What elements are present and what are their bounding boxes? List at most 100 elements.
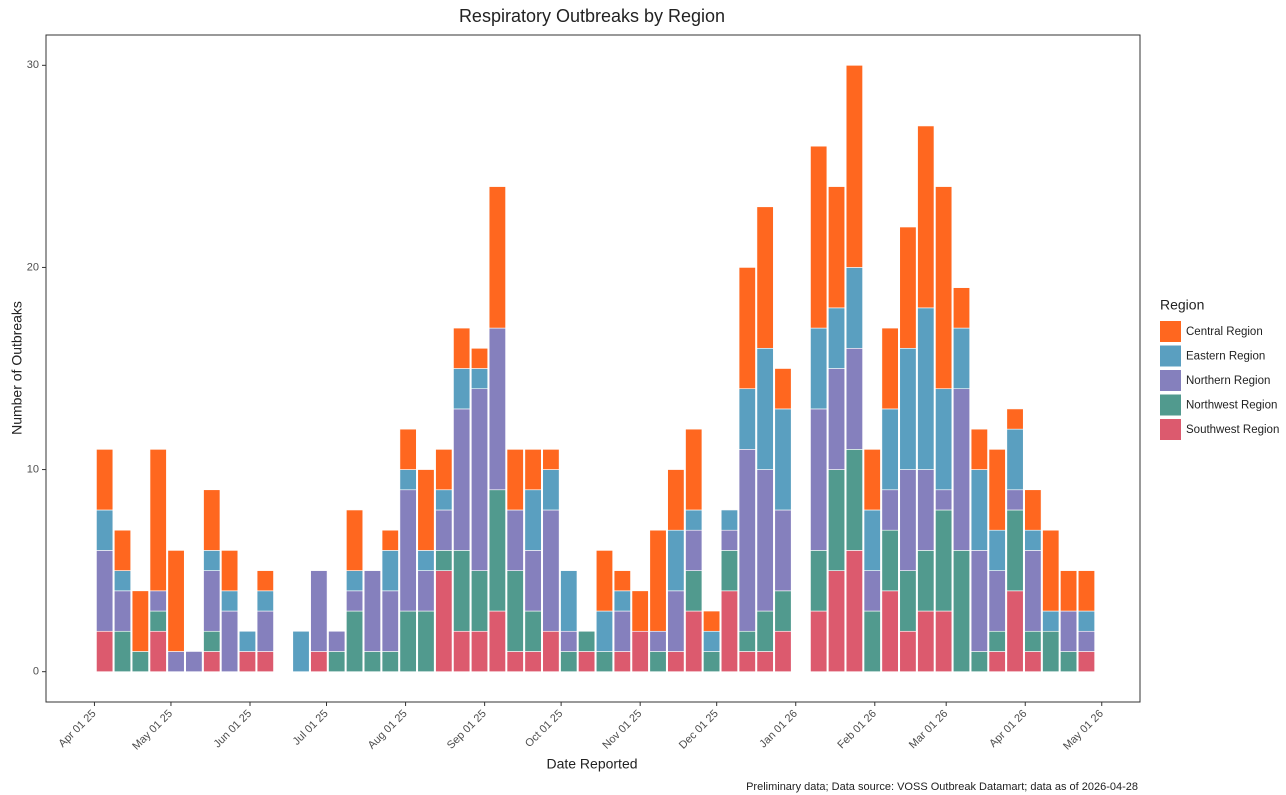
bar-segment (506, 651, 524, 672)
bar-segment (988, 449, 1006, 531)
bar-segment (221, 550, 239, 592)
bar-segment (310, 651, 328, 672)
bar-segment (917, 307, 935, 470)
bar-segment (828, 307, 846, 369)
bar-segment (435, 449, 453, 491)
bar-segment (828, 570, 846, 672)
bar-segment (506, 449, 524, 511)
bar-segment (203, 630, 221, 652)
bar-segment (685, 570, 703, 612)
bar-segment (488, 610, 506, 672)
bar-segment (506, 509, 524, 571)
bar-segment (328, 630, 346, 652)
bar-segment (881, 327, 899, 410)
plot-border (45, 34, 1141, 703)
bar-segment (756, 347, 774, 470)
bar-segment (1006, 590, 1024, 672)
legend-label: Northern Region (1186, 375, 1270, 387)
legend-label: Eastern Region (1186, 351, 1265, 363)
bar-segment (435, 509, 453, 551)
x-tick-label: Mar 01 26 (907, 708, 951, 752)
x-tick-label: Oct 01 25 (523, 708, 565, 750)
bar-segment (863, 570, 881, 612)
bar-segment (774, 509, 792, 592)
bar-segment (471, 570, 489, 632)
bar-segment (399, 428, 417, 470)
bar-segment (613, 590, 631, 612)
bar-segment (113, 630, 132, 672)
bar-segment (417, 550, 435, 571)
bar-segment (1024, 550, 1042, 632)
bar-segment (845, 449, 863, 551)
bar-segment (381, 529, 399, 551)
bar-segment (113, 590, 132, 632)
bar-segment (738, 651, 756, 672)
bar-segment (917, 610, 935, 672)
bar-segment (1006, 509, 1024, 592)
bar-segment (703, 610, 721, 632)
bar-segment (810, 408, 828, 551)
x-tick-label: Apr 01 25 (56, 708, 98, 750)
bar-segment (988, 529, 1006, 571)
bar-segment (631, 630, 649, 672)
y-tick-label: 30 (27, 59, 39, 71)
bar-segment (453, 408, 471, 551)
caption: Preliminary data; Data source: VOSS Outb… (746, 781, 1138, 793)
bar-segment (506, 570, 524, 652)
bar-segment (1006, 489, 1024, 511)
bar-segment (96, 509, 114, 551)
bar-segment (863, 610, 881, 672)
bar-segment (453, 550, 471, 632)
bar-segment (703, 651, 721, 672)
bar-segment (346, 590, 364, 612)
bar-segment (685, 509, 703, 531)
y-tick-label: 0 (33, 666, 39, 678)
bar-segment (167, 651, 185, 672)
bar-segment (578, 630, 596, 652)
bar-segment (720, 529, 738, 551)
bar-segment (810, 327, 828, 410)
bar-segment (685, 610, 703, 672)
bar-segment (667, 529, 685, 592)
y-tick-label: 20 (27, 261, 39, 273)
bar-segment (363, 651, 381, 672)
bar-segment (488, 186, 506, 329)
bar-segment (417, 469, 435, 551)
bar-segment (917, 469, 935, 551)
legend-swatch (1160, 419, 1181, 440)
legend-swatch (1160, 394, 1181, 416)
bar-segment (970, 428, 988, 470)
bar-segment (881, 408, 899, 491)
legend-swatch (1160, 370, 1181, 391)
bar-segment (203, 570, 221, 632)
bar-segment (221, 590, 239, 612)
bar-segment (256, 610, 274, 652)
x-tick-label: Sep 01 25 (445, 708, 489, 752)
bar-segment (1077, 610, 1095, 632)
x-tick-label: Apr 01 26 (987, 708, 1029, 750)
bar-segment (738, 388, 756, 450)
bar-segment (1060, 651, 1078, 672)
bar-segment (578, 651, 596, 672)
bar-segment (863, 509, 881, 571)
bar-segment (346, 570, 364, 592)
bar-segment (845, 65, 863, 268)
bar-segment (417, 610, 435, 672)
bar-segment (1024, 630, 1042, 652)
bar-segment (988, 570, 1006, 632)
bar-segment (417, 570, 435, 612)
bar-segment (720, 590, 738, 672)
bar-segment (292, 630, 310, 672)
bar-segment (738, 630, 756, 652)
bar-segment (917, 125, 935, 309)
bar-segment (810, 610, 828, 672)
bar-segment (453, 327, 471, 369)
x-axis-label: Date Reported (546, 756, 637, 772)
bar-segment (488, 489, 506, 612)
bar-segment (453, 630, 471, 672)
bar-segment (613, 570, 631, 592)
bar-segment (221, 610, 239, 672)
bar-segment (96, 630, 114, 672)
bar-segment (524, 651, 542, 672)
